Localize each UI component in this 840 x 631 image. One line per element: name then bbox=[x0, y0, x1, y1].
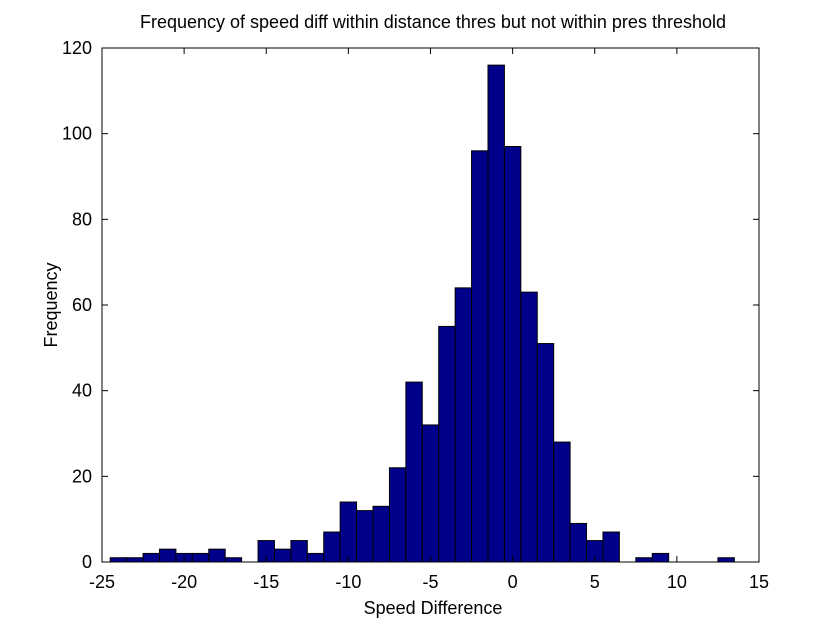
x-tick-label: 15 bbox=[749, 572, 769, 592]
histogram-bar bbox=[602, 531, 620, 563]
y-tick-label: 60 bbox=[72, 295, 92, 315]
histogram-bar bbox=[520, 291, 538, 563]
x-tick-label: -15 bbox=[253, 572, 279, 592]
histogram-bar bbox=[208, 548, 226, 563]
histogram-bar bbox=[109, 557, 128, 563]
y-axis-label: Frequency bbox=[41, 262, 61, 347]
histogram-bar bbox=[651, 552, 670, 563]
histogram-bar bbox=[372, 505, 390, 563]
histogram-bar bbox=[306, 552, 325, 563]
histogram-bar bbox=[454, 287, 473, 563]
histogram-bar bbox=[126, 557, 144, 563]
y-axis-ticks: 0 20 40 60 80 100 120 bbox=[62, 38, 759, 572]
x-tick-label: -5 bbox=[422, 572, 438, 592]
histogram-bar bbox=[487, 64, 505, 563]
y-tick-label: 80 bbox=[72, 209, 92, 229]
histogram-bar bbox=[356, 510, 374, 563]
y-tick-label: 0 bbox=[82, 552, 92, 572]
histogram-bar bbox=[191, 552, 210, 563]
histogram-bar bbox=[421, 424, 440, 563]
y-tick-label: 120 bbox=[62, 38, 92, 58]
histogram-bar bbox=[142, 552, 160, 563]
histogram-bar bbox=[438, 325, 456, 563]
histogram-bar bbox=[323, 531, 341, 563]
histogram-bar bbox=[224, 557, 243, 563]
y-tick-label: 20 bbox=[72, 466, 92, 486]
histogram-bar bbox=[553, 441, 571, 563]
histogram-bar bbox=[503, 146, 522, 563]
x-tick-label: -25 bbox=[89, 572, 115, 592]
histogram-bar bbox=[290, 540, 308, 563]
histogram-bar bbox=[569, 522, 588, 563]
chart-title: Frequency of speed diff within distance … bbox=[140, 12, 726, 32]
histogram-bar bbox=[273, 548, 292, 563]
histogram-bar bbox=[717, 557, 735, 563]
histogram-bar bbox=[471, 150, 489, 563]
histogram-bar bbox=[536, 343, 555, 563]
x-tick-label: -20 bbox=[171, 572, 197, 592]
x-tick-label: 0 bbox=[508, 572, 518, 592]
y-tick-label: 100 bbox=[62, 124, 92, 144]
y-tick-label: 40 bbox=[72, 381, 92, 401]
x-tick-label: 10 bbox=[667, 572, 687, 592]
x-tick-label: 5 bbox=[590, 572, 600, 592]
x-axis-ticks: -25 -20 -15 -10 -5 0 5 10 15 bbox=[89, 48, 769, 592]
histogram-bar bbox=[339, 501, 358, 563]
histogram-bar bbox=[158, 548, 177, 563]
x-axis-label: Speed Difference bbox=[364, 598, 503, 618]
histogram-bar bbox=[635, 557, 653, 563]
x-tick-label: -10 bbox=[335, 572, 361, 592]
histogram-bar bbox=[405, 381, 423, 563]
histogram-bar bbox=[388, 467, 407, 563]
